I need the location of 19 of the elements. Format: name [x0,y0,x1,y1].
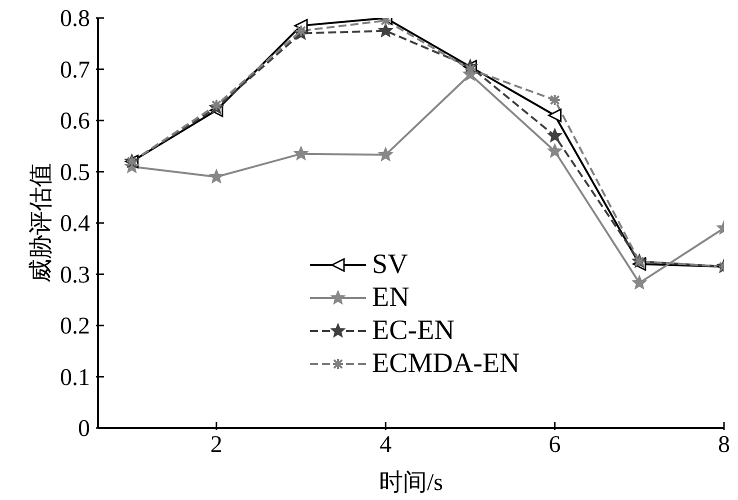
y-tick-label: 0.3 [60,262,90,288]
y-tick-label: 0.6 [60,108,90,134]
x-tick-label: 8 [718,432,730,458]
y-tick-label: 0.5 [60,160,90,186]
y-tick-label: 0 [78,416,90,442]
x-axis-title: 时间/s [378,470,444,496]
y-tick-label: 0.2 [60,314,90,340]
y-tick-label: 0.7 [60,57,90,84]
y-tick-label: 0.1 [60,364,90,391]
y-tick-label: 0.8 [60,6,90,32]
legend-label: EN [372,281,410,314]
y-tick-label: 0.4 [60,211,90,237]
x-tick-label: 2 [210,432,222,458]
y-axis-title: 威胁评估值 [28,163,55,283]
x-tick-label: 4 [380,432,392,458]
legend-label: SV [372,248,408,281]
legend-label: ECMDA-EN [372,347,520,380]
legend-label: EC-EN [372,314,454,347]
x-tick-label: 6 [548,432,561,458]
